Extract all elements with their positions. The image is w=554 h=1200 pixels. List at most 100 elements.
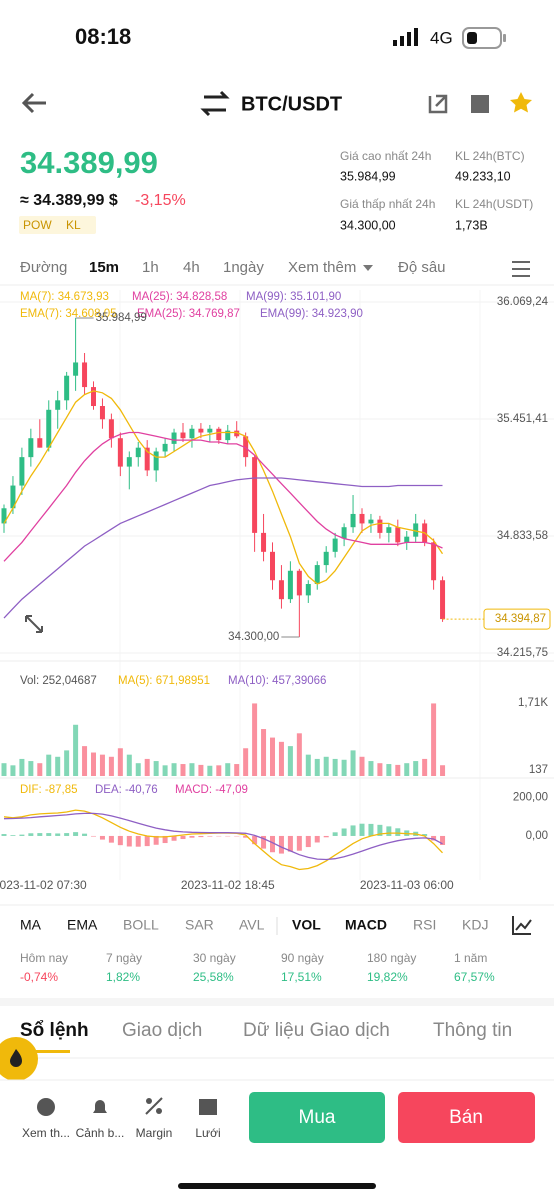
share-icon[interactable]	[428, 94, 448, 114]
y-tick-label: 34.215,75	[497, 647, 548, 659]
macd-bar	[243, 835, 249, 838]
indicator-tab[interactable]: MA	[20, 917, 42, 933]
volume-bar	[82, 746, 88, 776]
macd-bar	[171, 835, 177, 841]
legend-entry: MA(10): 457,39066	[228, 675, 326, 687]
macd-bar	[126, 835, 132, 847]
volume-bar	[413, 761, 419, 776]
candle-body	[198, 428, 204, 433]
candle-body	[82, 362, 88, 388]
stat-label: Giá cao nhất 24h	[340, 149, 431, 163]
section-tab[interactable]: Giao dịch	[122, 1020, 202, 1041]
section-tab[interactable]: Dữ liệu Giao dịch	[243, 1020, 390, 1041]
macd-bar	[422, 834, 428, 836]
indicator-tab[interactable]: MACD	[345, 917, 387, 933]
interval-tab[interactable]: 1ngày	[223, 259, 264, 276]
volume-bar	[261, 729, 267, 776]
stat-value: 34.300,00	[340, 218, 396, 232]
action-label[interactable]: Cảnh b...	[76, 1126, 125, 1140]
candle-body	[153, 451, 159, 471]
macd-bar	[82, 833, 88, 836]
home-indicator	[178, 1183, 376, 1189]
candle-body	[19, 457, 25, 486]
volume-bar	[386, 764, 392, 776]
volume-bar	[46, 754, 52, 776]
interval-tab[interactable]: 15m	[89, 259, 119, 276]
interval-tab[interactable]: Độ sâu	[398, 259, 446, 276]
compare-icon[interactable]	[471, 95, 489, 113]
volume-bar	[207, 765, 213, 776]
interval-tab[interactable]: Đường	[20, 259, 67, 276]
stat-label: KL 24h(USDT)	[455, 197, 533, 211]
candle-body	[108, 419, 114, 439]
stat-value: 1,73B	[455, 218, 488, 232]
sell-button[interactable]	[398, 1092, 535, 1143]
legend-entry: EMA(25): 34.769,87	[137, 308, 240, 320]
action-label[interactable]: Lưới	[195, 1126, 220, 1140]
candle-body	[296, 570, 302, 596]
candle-body	[350, 513, 356, 528]
candle-body	[431, 542, 437, 581]
action-label[interactable]: Margin	[136, 1126, 173, 1140]
tag-box[interactable]	[19, 216, 96, 234]
macd-bar	[395, 828, 401, 836]
candle-body	[323, 551, 329, 566]
back-button[interactable]	[21, 92, 46, 114]
swap-icon[interactable]	[200, 90, 230, 117]
macd-bar	[287, 835, 293, 852]
favorite-star[interactable]	[510, 92, 532, 113]
indicator-tab[interactable]: VOL	[292, 917, 321, 933]
legend-entry: MA(99): 35.101,90	[246, 291, 341, 303]
legend-entry: MA(7): 34.673,93	[20, 291, 109, 303]
indicator-tab[interactable]: AVL	[239, 917, 265, 933]
y-tick-label: 200,00	[513, 792, 548, 804]
candle-body	[1, 508, 7, 524]
macd-bar	[1, 834, 7, 836]
candle-body	[46, 409, 52, 448]
volume-bar	[55, 756, 61, 776]
macd-bar	[350, 825, 356, 836]
expand-icon[interactable]	[25, 615, 43, 633]
legend-entry: Vol: 252,04687	[20, 675, 97, 687]
macd-bar	[135, 835, 141, 847]
volume-bar	[368, 761, 374, 776]
candle-body	[135, 447, 141, 458]
section-tab[interactable]: Sổ lệnh	[20, 1020, 89, 1041]
indicator-tab[interactable]: EMA	[67, 917, 98, 933]
interval-tab[interactable]: 1h	[142, 259, 159, 276]
y-tick-label: 36.069,24	[497, 296, 549, 308]
action-label[interactable]: Xem th...	[22, 1126, 70, 1140]
volume-bar	[314, 758, 320, 776]
indicator-tab[interactable]: KDJ	[462, 917, 488, 933]
indicator-tab[interactable]: RSI	[413, 917, 436, 933]
macd-bar	[117, 835, 123, 846]
macd-bar	[207, 835, 213, 837]
y-tick-label: 1,71K	[518, 697, 548, 709]
volume-bar	[108, 756, 114, 776]
candle-body	[99, 406, 105, 420]
macd-bar	[323, 835, 329, 838]
interval-tab[interactable]: 4h	[183, 259, 200, 276]
tag: POW	[23, 218, 52, 232]
indicator-tab[interactable]: SAR	[185, 917, 214, 933]
macd-bar	[386, 826, 392, 836]
perf-value: 17,51%	[281, 970, 322, 984]
candle-body	[64, 375, 70, 401]
last-price-tag	[483, 608, 551, 630]
legend-entry: EMA(7): 34.608,05	[20, 308, 117, 320]
indicator-tab[interactable]: BOLL	[123, 917, 159, 933]
volume-bar	[171, 763, 177, 776]
interval-tab[interactable]: Xem thêm	[288, 259, 356, 276]
volume-bar	[350, 750, 356, 776]
volume-bar	[19, 758, 25, 776]
perf-label: 30 ngày	[193, 951, 236, 965]
battery-icon	[462, 27, 506, 49]
indicator-settings[interactable]	[512, 916, 532, 935]
ma-line	[3, 477, 443, 619]
settings-icon[interactable]	[512, 261, 530, 277]
floating-icon	[10, 1049, 22, 1067]
signal-icon	[393, 28, 418, 46]
section-tab[interactable]: Thông tin	[433, 1020, 512, 1041]
buy-button[interactable]	[249, 1092, 385, 1143]
stat-value: 49.233,10	[455, 169, 511, 183]
